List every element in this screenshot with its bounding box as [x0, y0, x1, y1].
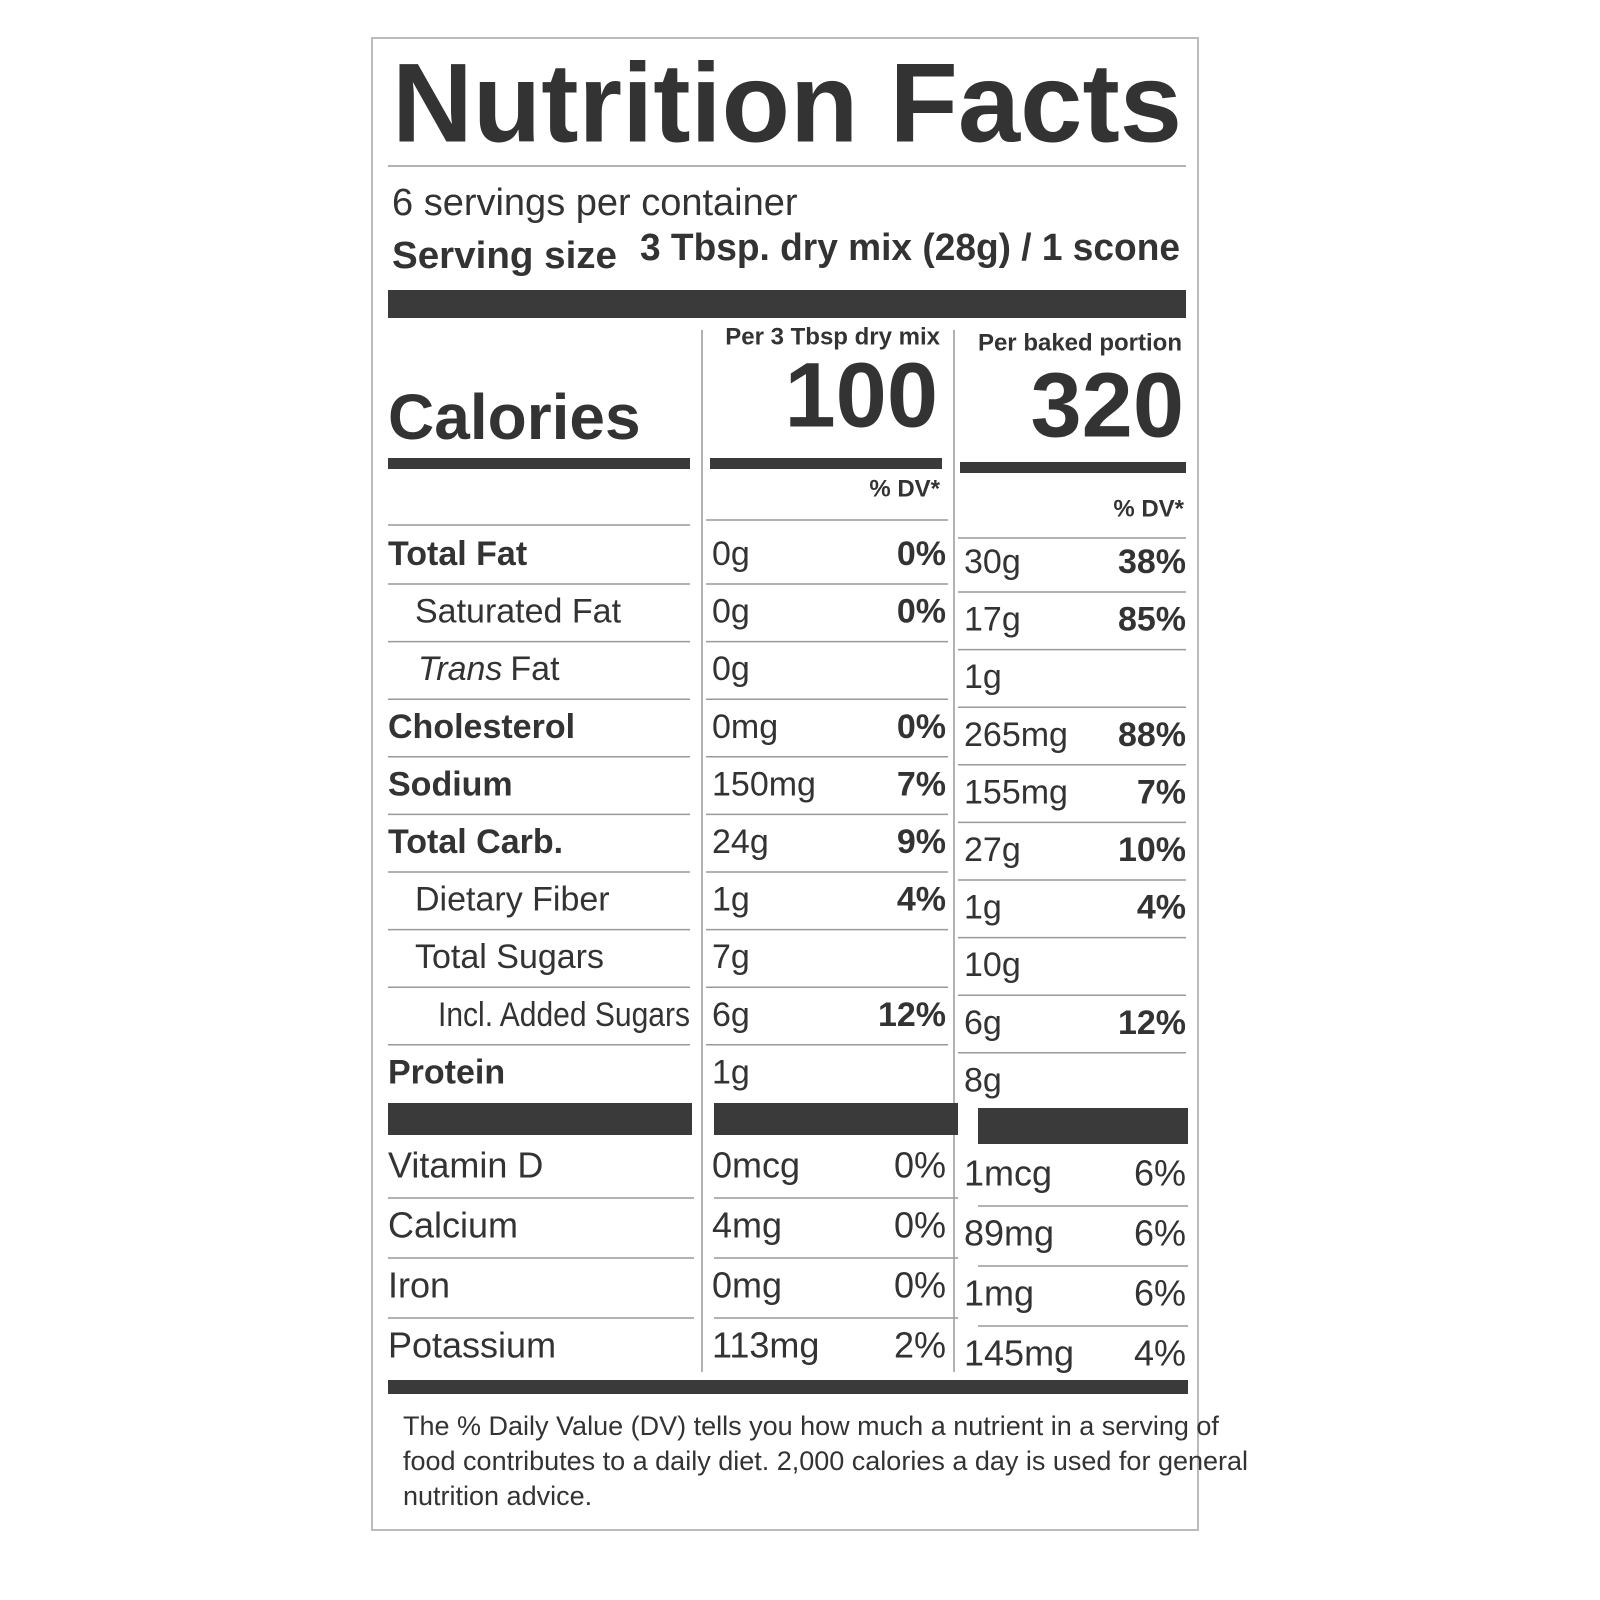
nutrient-name: Total Carb.: [388, 823, 563, 861]
nutrient-name: Potassium: [388, 1325, 556, 1366]
thick-bar: [388, 1103, 692, 1135]
serving-size-value: 3 Tbsp. dry mix (28g) / 1 scone: [640, 227, 1180, 269]
amount: 8g: [964, 1061, 1002, 1099]
medium-bar: [388, 458, 690, 469]
nutrient-name: Dietary Fiber: [415, 881, 610, 919]
title: Nutrition Facts: [392, 41, 1182, 166]
nutrient-name: Cholesterol: [388, 708, 575, 746]
daily-value: 6%: [1134, 1153, 1186, 1194]
amount: 1mg: [964, 1273, 1034, 1314]
thick-bar: [388, 290, 1186, 318]
amount: 1g: [964, 658, 1002, 696]
daily-value: 0%: [894, 1265, 946, 1306]
daily-value: 0%: [894, 1145, 946, 1186]
servings: 6 servings per container: [392, 182, 798, 224]
amount: 4mg: [712, 1205, 782, 1246]
nutrient-name: Iron: [388, 1265, 450, 1306]
nutrient-name: Total Fat: [388, 535, 527, 573]
amount: 113mg: [712, 1325, 819, 1366]
nutrient-name: Protein: [388, 1053, 505, 1091]
amount: 0mg: [712, 708, 778, 746]
medium-bar: [710, 458, 942, 469]
amount: 17g: [964, 601, 1021, 639]
amount: 7g: [712, 938, 750, 976]
daily-value: 0%: [897, 535, 946, 573]
daily-value: 9%: [897, 823, 946, 861]
daily-value: 38%: [1118, 543, 1186, 581]
calories-value: 100: [785, 344, 939, 446]
footnote-line: food contributes to a daily diet. 2,000 …: [403, 1446, 1248, 1476]
footnote-line: nutrition advice.: [403, 1481, 592, 1511]
amount: 30g: [964, 543, 1021, 581]
daily-value: 12%: [1118, 1004, 1186, 1042]
daily-value: 6%: [1134, 1213, 1186, 1254]
name-part: Trans: [418, 650, 502, 688]
daily-value: 6%: [1134, 1273, 1186, 1314]
daily-value: 10%: [1118, 831, 1186, 869]
amount: 27g: [964, 831, 1021, 869]
nutrient-name: Incl. Added Sugars: [438, 996, 690, 1034]
footnote: The % Daily Value (DV) tells you how muc…: [403, 1411, 1248, 1511]
daily-value: 2%: [894, 1325, 946, 1366]
amount: 0g: [712, 535, 750, 573]
amount: 24g: [712, 823, 769, 861]
label-border: [371, 37, 1199, 1531]
daily-value: 4%: [897, 881, 946, 919]
medium-bar: [960, 462, 1186, 473]
amount: 150mg: [712, 765, 816, 803]
amount: 6g: [712, 996, 750, 1034]
daily-value: 0%: [894, 1205, 946, 1246]
calories-value: 320: [1031, 354, 1185, 456]
amount: 10g: [964, 946, 1021, 984]
nutrient-name: Trans Fat: [418, 650, 560, 688]
thick-bar: [388, 1380, 1188, 1394]
name-part: Fat: [510, 650, 560, 688]
amount: 0g: [712, 650, 750, 688]
amount: 265mg: [964, 716, 1068, 754]
daily-value: 0%: [897, 593, 946, 631]
thick-bar: [714, 1103, 958, 1135]
nutrient-name: Saturated Fat: [415, 593, 622, 631]
daily-value: 0%: [897, 708, 946, 746]
daily-value: 7%: [897, 765, 946, 803]
rows: Total Fat 0g 0% 30g 38% Saturated Fat 0g 0% 17g 8…: [388, 535, 1188, 1374]
daily-value: 7%: [1137, 773, 1186, 811]
amount: 155mg: [964, 773, 1068, 811]
serving-size-label: Serving size: [392, 235, 617, 277]
daily-value: 4%: [1134, 1333, 1186, 1374]
amount: 0mg: [712, 1265, 782, 1306]
footnote-line: The % Daily Value (DV) tells you how muc…: [403, 1411, 1219, 1441]
amount: 0g: [712, 593, 750, 631]
daily-value: 4%: [1137, 889, 1186, 927]
nutrient-name: Calcium: [388, 1205, 518, 1246]
amount: 6g: [964, 1004, 1002, 1042]
amount: 1mcg: [964, 1153, 1052, 1194]
column-header: Per 3 Tbsp dry mix: [725, 323, 940, 350]
daily-value: 88%: [1118, 716, 1186, 754]
thick-bar: [978, 1108, 1188, 1144]
amount: 89mg: [964, 1213, 1054, 1254]
dv-header: % DV*: [1113, 495, 1184, 522]
dv-header: % DV*: [869, 475, 940, 502]
nutrient-name: Vitamin D: [388, 1145, 543, 1186]
amount: 1g: [964, 889, 1002, 927]
calories-label: Calories: [388, 381, 641, 453]
amount: 145mg: [964, 1333, 1074, 1374]
nutrient-name: Sodium: [388, 765, 513, 803]
amount: 1g: [712, 881, 750, 919]
daily-value: 85%: [1118, 601, 1186, 639]
daily-value: 12%: [878, 996, 946, 1034]
column-header: Per baked portion: [978, 329, 1182, 356]
amount: 0mcg: [712, 1145, 800, 1186]
nutrient-name: Total Sugars: [415, 938, 604, 976]
amount: 1g: [712, 1053, 750, 1091]
